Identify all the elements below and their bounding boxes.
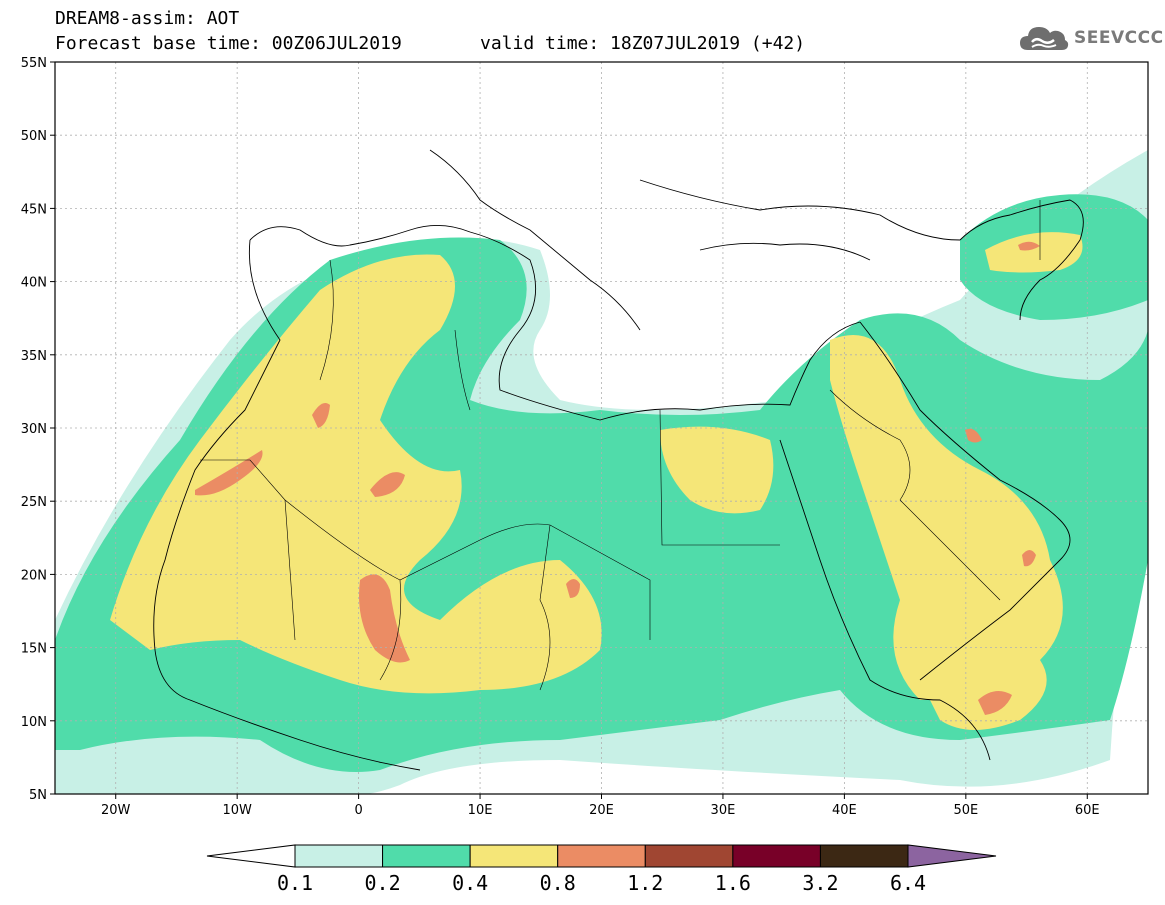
colorbar-label: 6.4 — [889, 871, 927, 895]
valid-time: valid time: 18Z07JUL2019 (+42) — [480, 33, 806, 54]
colorbar-swatch — [294, 844, 384, 868]
lat-tick-label: 35N — [21, 349, 47, 364]
lat-tick-label: 30N — [21, 422, 47, 437]
colorbar-below-arrow — [206, 844, 296, 868]
colorbar-above-arrow — [907, 844, 997, 868]
colorbar-label: 1.2 — [627, 871, 664, 895]
lon-tick-label: 20E — [589, 803, 614, 818]
lon-tick-label: 30E — [711, 803, 736, 818]
aot-level-0-8-atlas — [312, 402, 330, 428]
aot-level-0-4-libya — [660, 426, 774, 514]
colorbar-swatch — [557, 844, 646, 868]
logo-text: SEEVCCC — [1074, 28, 1164, 48]
colorbar-label: 0.2 — [364, 871, 401, 895]
map-grid — [55, 62, 1148, 794]
aot-level-0-8-horn — [978, 691, 1012, 715]
colorbar-swatch — [469, 844, 559, 868]
aot-level-0-8-mauritania — [195, 450, 263, 496]
colorbar-label: 1.6 — [714, 871, 751, 895]
map-title: DREAM8-assim: AOT — [55, 8, 240, 29]
aot-level-0-8-oman — [1022, 550, 1036, 567]
colorbar-label: 0.1 — [276, 871, 314, 895]
cloud-logo-icon — [1020, 27, 1069, 50]
coastlines — [153, 149, 1084, 771]
lon-tick-label: 10W — [222, 803, 252, 818]
borders — [200, 200, 1041, 691]
lat-tick-label: 15N — [21, 642, 47, 657]
lon-tick-label: 10E — [468, 803, 493, 818]
lon-tick-label: 0 — [354, 803, 362, 818]
lat-tick-label: 45N — [21, 202, 47, 217]
aot-level-0-4-caspian — [985, 232, 1083, 273]
colorbar-label: 0.8 — [539, 871, 576, 895]
lon-tick-label: 50E — [953, 803, 978, 818]
aot-level-0-8-algeria — [370, 472, 405, 497]
lat-tick-label: 50N — [21, 129, 47, 144]
colorbar — [206, 844, 997, 868]
lat-tick-label: 40N — [21, 276, 47, 291]
colorbar-swatch — [819, 844, 909, 868]
aot-level-0-8-chad — [566, 579, 580, 598]
lon-tick-label: 20W — [101, 803, 131, 818]
lat-tick-label: 25N — [21, 495, 47, 510]
lat-tick-label: 10N — [21, 715, 47, 730]
aot-level-0-4-horn — [920, 657, 1047, 730]
lon-tick-label: 40E — [832, 803, 857, 818]
aot-level-0-8-niger — [359, 574, 410, 663]
lat-tick-label: 55N — [21, 56, 47, 71]
aot-level-0-4-arabia — [830, 335, 1063, 700]
colorbar-swatch — [644, 844, 734, 868]
lat-tick-label: 20N — [21, 568, 47, 583]
forecast-base-time: Forecast base time: 00Z06JUL2019 — [55, 33, 402, 54]
colorbar-label: 3.2 — [802, 871, 839, 895]
colorbar-swatch — [382, 844, 471, 868]
colorbar-swatch — [732, 844, 821, 868]
seevccc-logo: SEEVCCC — [1018, 22, 1163, 54]
lat-tick-label: 5N — [29, 788, 47, 803]
latitude-labels: 55N 50N 45N 40N 35N 30N 25N 20N 15N 10N 5N — [21, 56, 55, 803]
longitude-labels: 20W 10W 0 10E 20E 30E 40E 50E 60E — [101, 794, 1100, 818]
aot-level-0-8-caspian — [1018, 241, 1040, 251]
colorbar-label: 0.4 — [452, 871, 489, 895]
aot-level-0-4 — [110, 254, 602, 694]
lon-tick-label: 60E — [1075, 803, 1100, 818]
aot-level-0-8-gulf — [965, 428, 982, 443]
